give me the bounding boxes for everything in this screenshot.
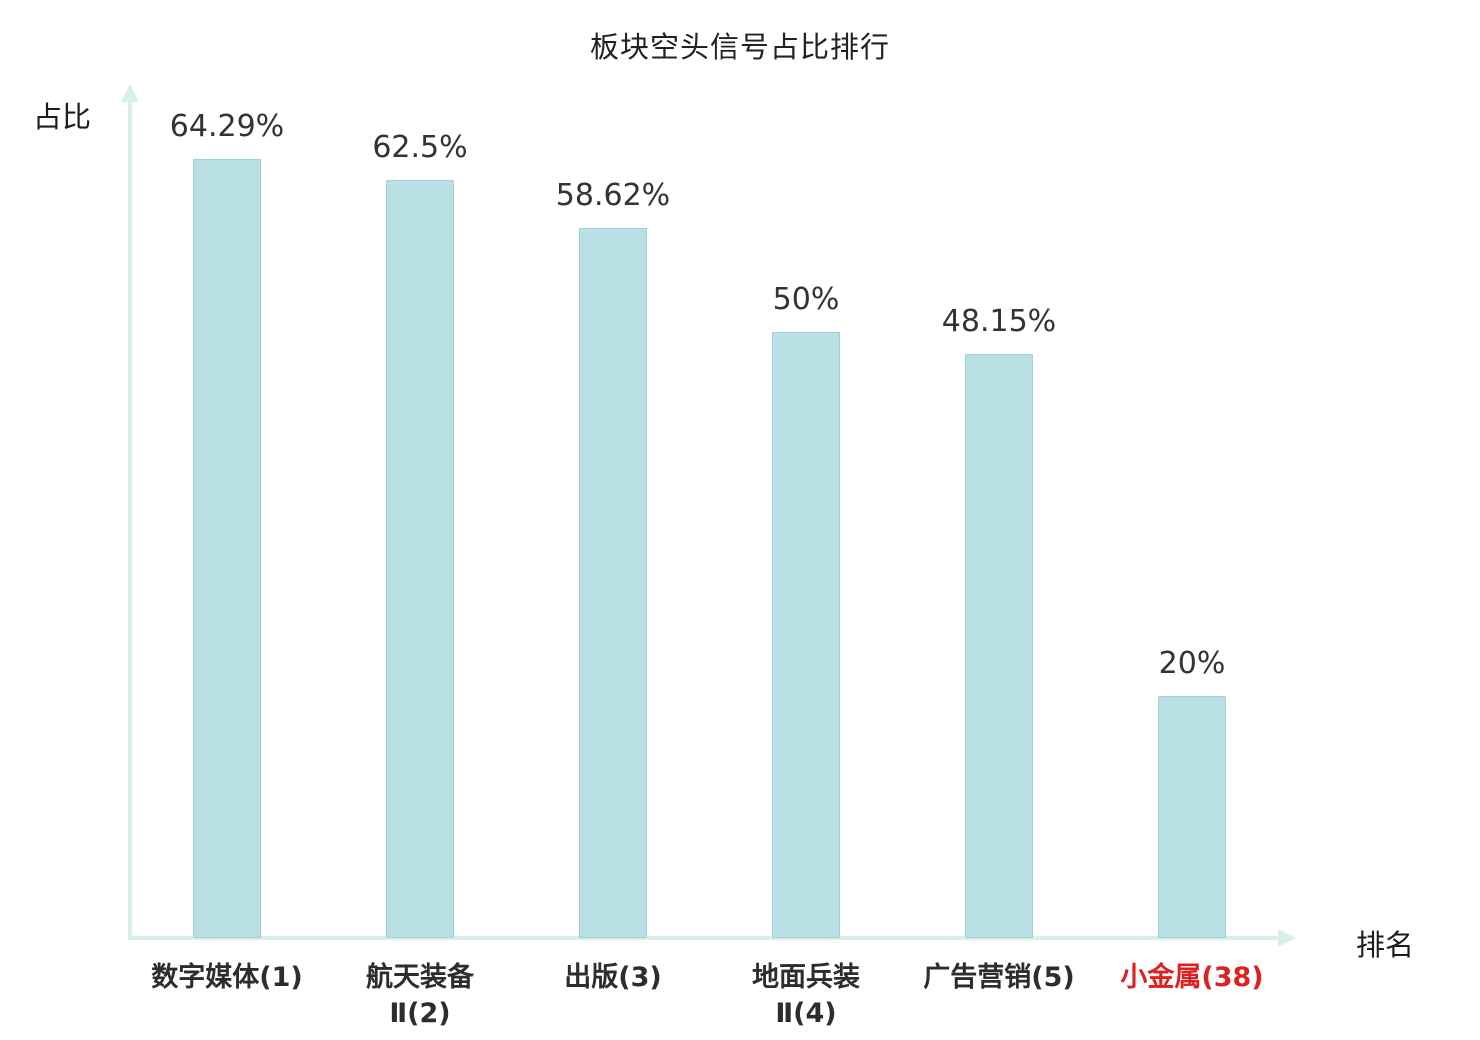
bar-value-label: 50% [772, 282, 840, 317]
bar-category-label: 数字媒体(1) [151, 962, 303, 993]
bar-5 [965, 354, 1033, 938]
x-axis-label: 排名 [1356, 928, 1415, 962]
bar-value-label: 20% [1158, 646, 1226, 681]
bar-category-label: 广告营销(5) [923, 962, 1075, 993]
bar-category-label: 出版(3) [564, 962, 662, 993]
bar-value-label: 58.62% [555, 178, 671, 213]
bar-value-label: 62.5% [372, 130, 468, 165]
y-axis-label: 占比 [33, 100, 92, 134]
bar-category-label: 航天装备 Ⅱ(2) [366, 962, 474, 1030]
bar-category-label: 地面兵装 Ⅱ(4) [752, 962, 860, 1030]
chart-title: 板块空头信号占比排行 [589, 30, 890, 64]
bar-6 [1158, 696, 1226, 938]
bar-value-label: 48.15% [941, 304, 1057, 339]
bar-value-label: 64.29% [169, 109, 285, 144]
bar-3 [579, 228, 647, 938]
bar-2 [386, 180, 454, 938]
bar-1 [193, 159, 261, 938]
bar-4 [772, 332, 840, 938]
bar-category-label: 小金属(38) [1120, 962, 1264, 993]
